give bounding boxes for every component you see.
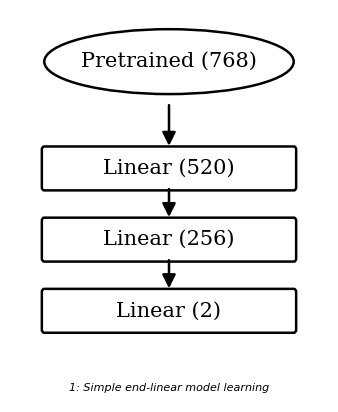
- Text: Pretrained (768): Pretrained (768): [81, 52, 257, 71]
- FancyBboxPatch shape: [42, 289, 296, 333]
- Text: 1: Simple end-linear model learning: 1: Simple end-linear model learning: [69, 383, 269, 393]
- FancyBboxPatch shape: [42, 218, 296, 262]
- Ellipse shape: [44, 29, 294, 94]
- Text: Linear (2): Linear (2): [117, 301, 221, 320]
- Text: Linear (256): Linear (256): [103, 230, 235, 249]
- Text: Linear (520): Linear (520): [103, 159, 235, 178]
- FancyBboxPatch shape: [42, 147, 296, 190]
